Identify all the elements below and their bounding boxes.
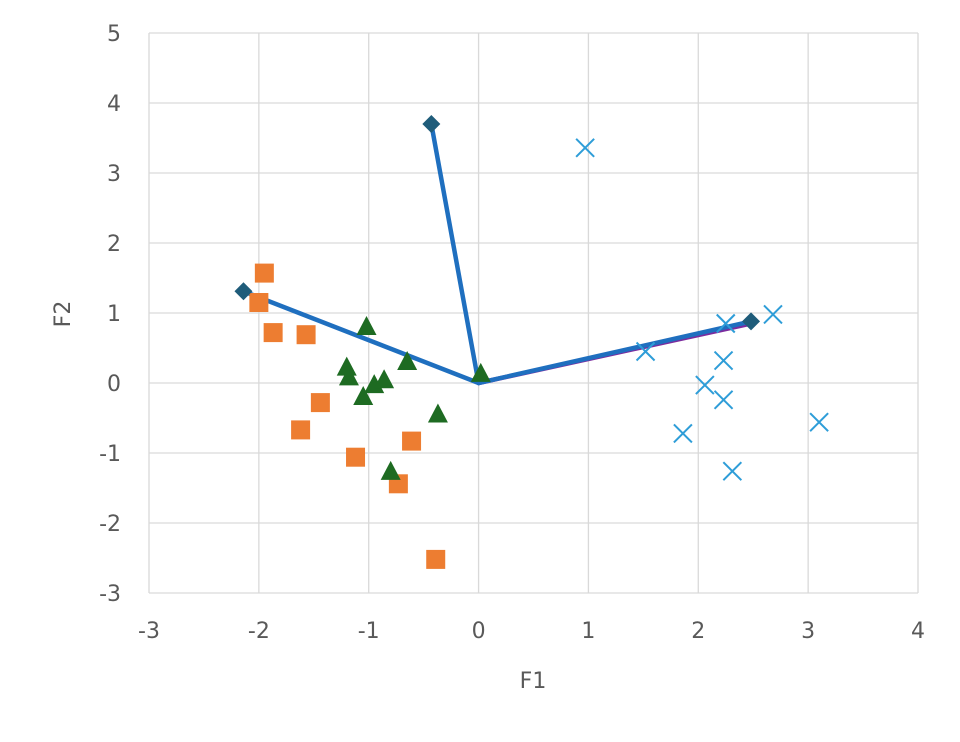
x-point [673,423,693,444]
triangle-point [374,369,395,389]
x-point [575,138,595,158]
x-point [695,375,715,395]
x-tick-label: -1 [358,619,380,644]
diamond-point [422,115,441,133]
triangle-point [427,403,448,423]
square-point [291,420,311,440]
x-point-stroke [575,138,595,158]
x-tick-labels: -3 -2 -1 0 1 2 3 4 [138,619,925,644]
y-tick-label: -3 [99,582,121,607]
triangle-point [353,386,374,405]
y-tick-labels: 5 4 3 2 1 0 -1 -2 -3 [99,22,121,607]
y-tick-label: 4 [107,92,121,117]
x-point [763,304,783,325]
x-point [722,461,743,481]
triangle-point [397,351,418,370]
y-tick-label: -1 [99,442,121,467]
square-point [263,323,283,343]
x-point-stroke [809,412,829,432]
y-tick-label: 5 [107,22,121,47]
x-point-stroke [722,461,743,481]
x-point [635,341,656,362]
x-point [713,390,734,410]
x-axis-title: F1 [520,669,547,694]
triangle-point [364,374,385,394]
triangle-point [470,362,491,382]
x-point-stroke [713,350,734,371]
vector-line [429,121,481,386]
x-point [716,313,736,334]
y-axis-title: F2 [51,301,76,328]
x-point-stroke [713,390,734,410]
y-tick-label: -2 [99,512,121,537]
y-tick-label: 1 [107,302,121,327]
y-tick-label: 0 [107,372,121,397]
diamond-point [234,282,253,301]
triangle-point [356,316,377,335]
x-point-stroke [695,375,715,395]
triangle-point [338,366,359,386]
x-point-stroke [673,423,693,444]
x-tick-label: 3 [801,619,815,644]
triangle-point [336,356,357,376]
x-tick-label: -2 [248,619,270,644]
vector-line [476,319,754,386]
x-tick-label: -3 [138,619,160,644]
x-point-stroke [635,341,656,362]
y-tick-label: 3 [107,162,121,187]
square-point [426,549,446,569]
x-tick-label: 1 [581,619,595,644]
diamond-point [742,312,761,331]
data-points [234,115,829,569]
x-point [809,412,829,432]
y-tick-label: 2 [107,232,121,257]
x-point-stroke [716,313,736,334]
square-point [296,325,316,345]
vector-line [241,289,481,386]
vector-lines [241,121,754,386]
x-point [713,350,734,371]
triangle-point [380,460,401,480]
x-point-stroke [763,304,783,325]
x-tick-label: 4 [911,619,925,644]
gridlines [148,32,919,594]
x-tick-label: 0 [472,619,486,644]
x-tick-label: 2 [691,619,705,644]
square-point [346,447,366,467]
square-point [310,393,330,413]
square-point [249,293,269,312]
square-point [254,263,274,283]
square-point [402,431,422,451]
